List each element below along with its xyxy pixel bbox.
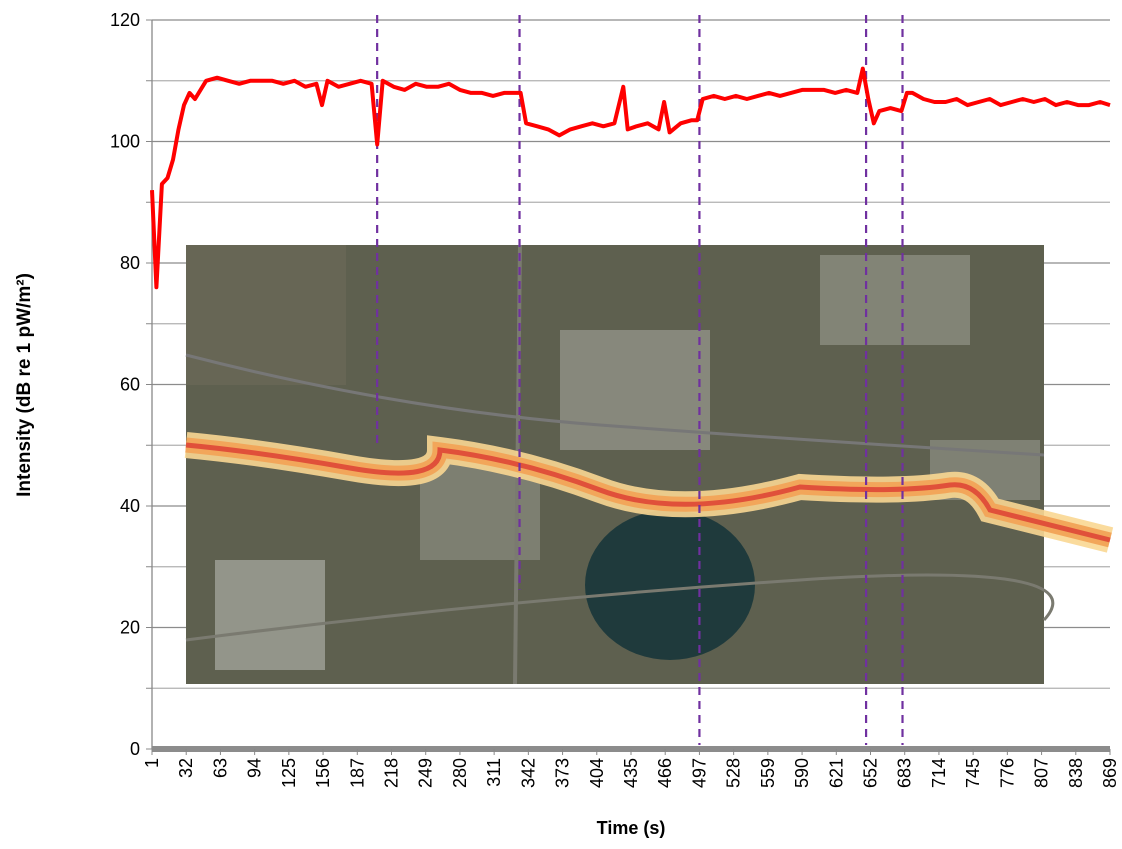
x-tick-label: 621 [826,758,846,788]
x-tick-label: 435 [621,758,641,788]
x-tick-label: 32 [176,758,196,778]
y-tick-label: 20 [120,618,140,638]
x-axis-title: Time (s) [597,818,666,838]
x-tick-label: 1 [142,758,162,768]
x-tick-label: 807 [1032,758,1052,788]
x-tick-label: 218 [382,758,402,788]
x-tick-label: 249 [416,758,436,788]
x-tick-label: 187 [347,758,367,788]
x-tick-label: 745 [963,758,983,788]
y-tick-label: 80 [120,253,140,273]
x-tick-label: 838 [1066,758,1086,788]
y-tick-label: 0 [130,739,140,759]
chart: Intensity (dB re 1 pW/m²) Time (s) 0 20 40… [0,0,1122,849]
y-tick-label: 100 [110,132,140,152]
x-tick-label: 63 [210,758,230,778]
x-tick-label: 373 [553,758,573,788]
x-tick-label: 528 [724,758,744,788]
y-tick-label: 40 [120,496,140,516]
x-tick-label: 311 [484,758,504,787]
x-tick-label: 404 [587,758,607,788]
x-tick-label: 776 [997,758,1017,788]
x-tick-label: 466 [655,758,675,788]
map-inset [186,245,1110,684]
y-tick-label: 120 [110,10,140,30]
x-tick-label: 156 [313,758,333,788]
x-tick-label: 342 [518,758,538,788]
x-tick-label: 652 [861,758,881,788]
x-tick-label: 590 [792,758,812,788]
y-axis-title: Intensity (dB re 1 pW/m²) [14,273,35,497]
y-tick-label: 60 [120,375,140,395]
x-tick-label: 94 [245,758,265,778]
x-tick-label: 125 [279,758,299,788]
x-tick-label: 559 [758,758,778,788]
x-tick-label: 869 [1100,758,1120,788]
x-tick-label: 497 [689,758,709,788]
x-tick-label: 683 [895,758,915,788]
x-tick-label: 280 [450,758,470,788]
x-tick-label: 714 [929,758,949,788]
